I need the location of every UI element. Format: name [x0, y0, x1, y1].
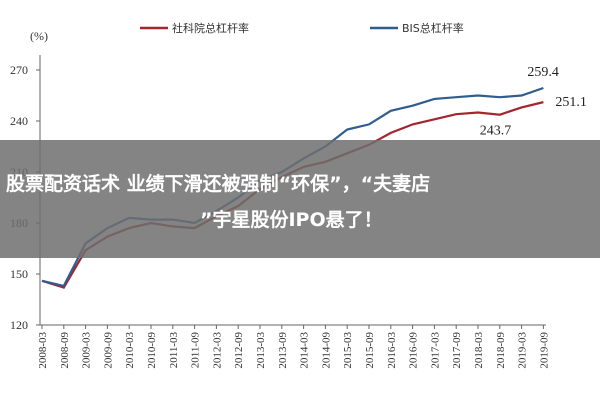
annotation: 243.7 — [480, 124, 512, 139]
annotation: 259.4 — [527, 65, 559, 80]
x-tick-label: 2016-03 — [386, 332, 398, 369]
x-tick-label: 2009-03 — [81, 332, 93, 369]
x-tick-label: 2008-03 — [37, 332, 49, 369]
x-tick-label: 2013-03 — [255, 332, 267, 369]
x-tick-label: 2019-03 — [517, 332, 529, 369]
x-tick-label: 2016-09 — [408, 332, 420, 369]
y-tick-label: 150 — [10, 267, 28, 281]
x-tick-label: 2018-03 — [473, 332, 485, 369]
x-tick-label: 2014-09 — [320, 332, 332, 369]
x-tick-label: 2017-03 — [429, 332, 441, 369]
x-tick-label: 2012-03 — [211, 332, 223, 369]
y-tick-label: 240 — [10, 114, 28, 128]
x-tick-label: 2018-09 — [495, 332, 507, 369]
x-tick-label: 2013-09 — [277, 332, 289, 369]
x-tick-label: 2008-09 — [59, 332, 71, 369]
y-tick-label: 120 — [10, 318, 28, 332]
x-tick-label: 2017-09 — [451, 332, 463, 369]
x-tick-label: 2009-09 — [102, 332, 114, 369]
annotation: 251.1 — [555, 95, 587, 110]
y-tick-label: 270 — [10, 63, 28, 77]
x-tick-label: 2010-09 — [146, 332, 158, 369]
banner-text: ”宇星股份IPO悬了！ — [200, 208, 383, 231]
x-tick-label: 2011-03 — [168, 332, 180, 369]
banner-text: 股票配资话术 业绩下滑还被强制“环保”，“夫妻店 — [6, 172, 430, 195]
y-axis-label: (%) — [30, 29, 48, 43]
x-tick-label: 2015-09 — [364, 332, 376, 369]
x-tick-label: 2019-09 — [538, 332, 550, 369]
banner — [0, 140, 600, 258]
x-tick-label: 2015-03 — [342, 332, 354, 369]
x-tick-label: 2010-03 — [124, 332, 136, 369]
legend-label: 社科院总杠杆率 — [172, 21, 249, 35]
legend-label: BIS总杠杆率 — [402, 21, 464, 35]
x-tick-label: 2014-03 — [299, 332, 311, 369]
x-tick-label: 2011-09 — [190, 332, 202, 369]
x-tick-label: 2012-09 — [233, 332, 245, 369]
